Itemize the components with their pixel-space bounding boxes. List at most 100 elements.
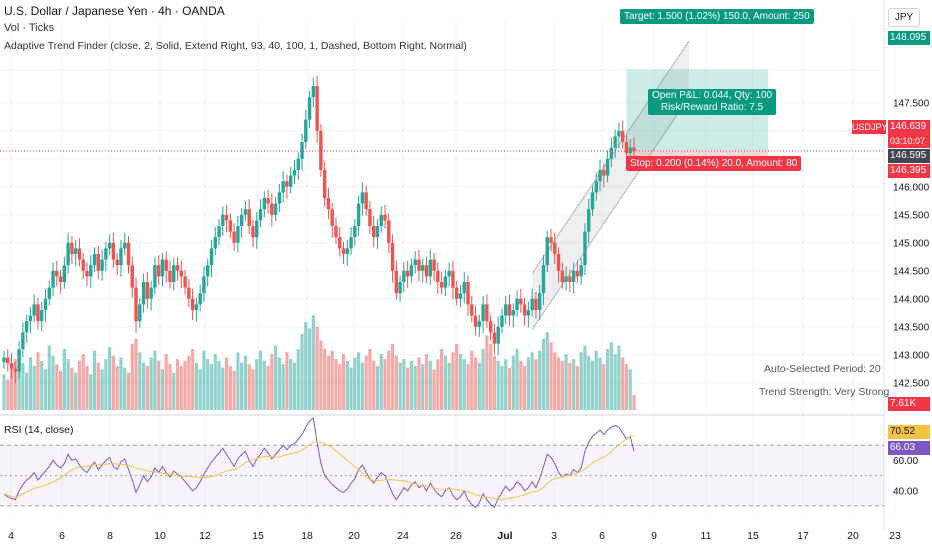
volume-bar — [556, 357, 561, 410]
candle — [92, 254, 97, 266]
time-axis-label: 9 — [651, 530, 657, 542]
trend-indicator-label[interactable]: Adaptive Trend Finder (close, 2, Solid, … — [4, 40, 467, 52]
candle — [387, 220, 391, 243]
volume-bar — [436, 359, 440, 410]
volume-bar — [590, 360, 595, 410]
price-axis-label: 146.000 — [893, 182, 930, 193]
countdown-tag: 03:10:07 — [888, 134, 930, 148]
candle — [436, 270, 440, 282]
pnl-box: Open P&L: 0.044, Qty: 100 Risk/Reward Ra… — [648, 89, 777, 115]
volume-bar — [481, 348, 485, 410]
volume-bar — [9, 367, 14, 410]
candle — [194, 304, 199, 310]
volume-indicator-label[interactable]: Vol · Ticks — [4, 22, 55, 34]
candle — [409, 265, 414, 277]
volume-bar — [330, 350, 334, 410]
volume-bar — [198, 369, 202, 410]
candle — [247, 209, 251, 226]
time-axis-label: 4 — [8, 530, 14, 542]
volume-bar — [232, 370, 236, 410]
candle — [243, 209, 248, 215]
candle — [375, 226, 380, 238]
volume-bar — [522, 365, 527, 410]
candle — [451, 270, 455, 288]
candle — [515, 298, 519, 310]
volume-bar — [108, 347, 112, 410]
volume-bar — [311, 315, 315, 410]
price-axis-label: 143.000 — [893, 350, 930, 361]
volume-bar — [462, 359, 466, 410]
volume-bar — [40, 360, 44, 410]
candle — [421, 265, 425, 271]
candle — [119, 248, 123, 266]
volume-bar — [357, 352, 361, 410]
candle — [364, 192, 368, 210]
candle — [560, 270, 565, 282]
candle — [236, 226, 240, 243]
candle — [2, 357, 6, 363]
currency-button[interactable]: JPY — [888, 8, 920, 27]
candle — [258, 209, 263, 221]
rsi-label[interactable]: RSI (14, close) — [4, 424, 74, 436]
candle — [454, 287, 459, 299]
candle — [28, 315, 33, 322]
volume-bar — [383, 359, 387, 410]
open-pnl-text: Open P&L: 0.044, Qty: 100 — [652, 90, 773, 101]
risk-reward-box — [626, 69, 768, 165]
volume-bar — [43, 369, 48, 410]
candle — [262, 198, 266, 210]
candle — [394, 270, 399, 294]
rsi-axis-label: 60.00 — [893, 456, 918, 467]
volume-bar — [206, 359, 210, 410]
candle — [413, 259, 417, 266]
time-axis-label: 20 — [847, 530, 859, 542]
candle — [613, 136, 617, 148]
candle — [341, 248, 346, 254]
volume-bar — [89, 374, 93, 410]
volume-bar — [617, 345, 621, 410]
candle — [470, 304, 474, 316]
volume-bar — [534, 359, 538, 410]
price-axis-label: 142.500 — [893, 378, 930, 389]
candle — [145, 282, 150, 299]
volume-bar — [575, 365, 580, 410]
volume-bar — [66, 359, 70, 410]
volume-bar — [191, 348, 195, 410]
volume-bar — [372, 360, 376, 410]
last-price-tag: 146.639 — [888, 120, 930, 134]
risk-reward-text: Risk/Reward Ratio: 7.5 — [660, 102, 764, 113]
volume-bar — [379, 354, 383, 410]
volume-bar — [447, 362, 451, 410]
time-axis-label: 6 — [599, 530, 605, 542]
candle — [439, 282, 444, 288]
candle — [160, 259, 165, 277]
volume-bar — [138, 352, 142, 410]
volume-bar — [602, 364, 606, 410]
candle — [458, 293, 463, 299]
time-axis-label: 15 — [747, 530, 759, 542]
candle — [255, 220, 259, 238]
candle — [322, 170, 327, 198]
volume-bar — [496, 360, 500, 410]
candle — [605, 158, 610, 176]
candle — [100, 259, 104, 271]
time-axis-label: 23 — [889, 530, 901, 542]
volume-bar — [417, 357, 421, 410]
candle — [62, 265, 67, 282]
volume-bar — [202, 350, 206, 410]
volume-bar — [387, 350, 391, 410]
candle — [217, 226, 221, 238]
volume-bar — [258, 350, 263, 410]
grey-price-tag: 146.595 — [888, 149, 930, 163]
volume-bar — [421, 364, 425, 410]
volume-bar — [104, 359, 108, 410]
candle — [32, 304, 36, 316]
channel-lower — [531, 96, 690, 330]
candle — [492, 332, 497, 344]
volume-bar — [96, 362, 100, 410]
candle — [319, 130, 323, 170]
volume-bar — [323, 348, 327, 410]
candle — [587, 209, 591, 232]
volume-bar — [157, 360, 161, 410]
